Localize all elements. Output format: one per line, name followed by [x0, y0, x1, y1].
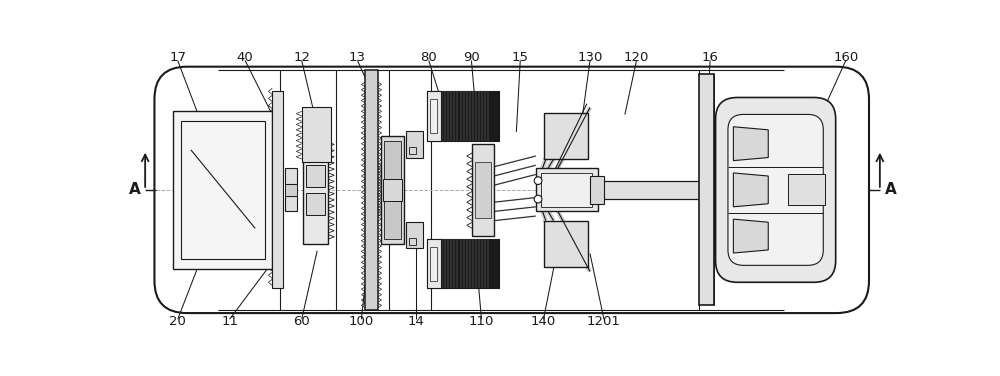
Text: 110: 110 — [469, 315, 494, 329]
Bar — [430, 247, 437, 281]
Text: 160: 160 — [833, 51, 858, 64]
Text: 15: 15 — [512, 51, 529, 64]
Bar — [306, 165, 325, 187]
Polygon shape — [733, 127, 768, 161]
Bar — [427, 91, 441, 141]
Text: 60: 60 — [293, 315, 310, 329]
Bar — [472, 144, 494, 236]
Bar — [590, 176, 604, 204]
Bar — [272, 91, 283, 288]
Circle shape — [534, 195, 542, 203]
FancyBboxPatch shape — [716, 97, 836, 282]
Text: 17: 17 — [169, 51, 186, 64]
Bar — [427, 239, 441, 288]
Text: 13: 13 — [349, 51, 366, 64]
Bar — [406, 131, 423, 158]
Bar — [409, 147, 416, 155]
Text: 14: 14 — [407, 315, 424, 329]
Bar — [536, 168, 598, 211]
Text: 100: 100 — [349, 315, 374, 329]
Bar — [365, 70, 378, 310]
Bar — [384, 201, 401, 239]
Bar — [383, 179, 402, 201]
Text: 140: 140 — [531, 315, 556, 329]
Bar — [181, 121, 264, 259]
Bar — [285, 184, 297, 196]
Bar — [285, 168, 297, 184]
Text: 40: 40 — [237, 51, 254, 64]
Bar — [173, 111, 272, 269]
Bar — [302, 107, 331, 162]
Text: 130: 130 — [577, 51, 603, 64]
Bar — [430, 99, 437, 133]
Text: 80: 80 — [420, 51, 437, 64]
Polygon shape — [733, 173, 768, 207]
Bar — [475, 162, 491, 218]
Text: 1201: 1201 — [587, 315, 621, 329]
Bar — [598, 180, 700, 199]
Polygon shape — [544, 221, 588, 267]
Text: 90: 90 — [463, 51, 480, 64]
Polygon shape — [733, 219, 768, 253]
Text: 12: 12 — [293, 51, 310, 64]
Bar — [306, 193, 325, 215]
Bar — [409, 238, 416, 245]
Polygon shape — [544, 113, 588, 159]
Circle shape — [534, 177, 542, 185]
Bar — [427, 91, 499, 141]
Bar — [381, 136, 404, 244]
Bar — [541, 173, 592, 207]
Bar — [406, 222, 423, 249]
Bar — [384, 141, 401, 179]
Text: 11: 11 — [221, 315, 238, 329]
Bar — [303, 136, 328, 244]
Bar — [788, 174, 825, 205]
Text: A: A — [885, 182, 897, 197]
Bar — [698, 74, 714, 305]
Bar — [285, 196, 297, 211]
Text: 120: 120 — [624, 51, 649, 64]
Bar — [427, 239, 499, 288]
FancyBboxPatch shape — [728, 114, 823, 265]
Text: 16: 16 — [702, 51, 719, 64]
Text: A: A — [128, 182, 140, 197]
Text: 20: 20 — [169, 315, 186, 329]
